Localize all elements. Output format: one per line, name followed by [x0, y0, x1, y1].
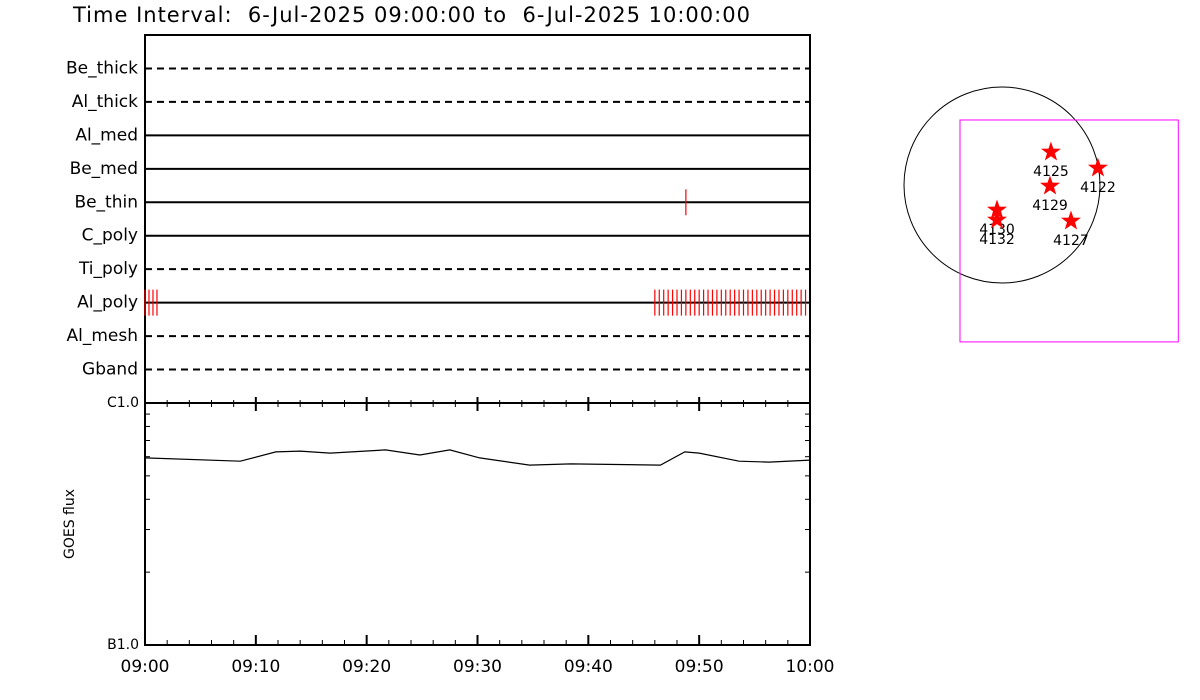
region-label: 4125 [1033, 164, 1069, 180]
filter-label: Be_thick [66, 58, 138, 78]
filter-label: Al_mesh [66, 326, 138, 346]
field-of-view [959, 119, 1179, 343]
x-tick-label: 09:10 [231, 657, 280, 677]
active-region [987, 209, 1007, 229]
region-label: 4130 [979, 222, 1015, 238]
active-region [1061, 210, 1081, 230]
filter-label: Al_poly [77, 293, 138, 313]
region-label: 4122 [1080, 180, 1116, 196]
x-tick-label: 09:50 [675, 657, 724, 677]
y-axis-label: GOES flux [62, 489, 78, 559]
filter-label: Al_med [75, 125, 138, 145]
solar-disk [903, 86, 1101, 284]
chart-title: Time Interval: 6-Jul-2025 09:00:00 to 6-… [72, 3, 751, 27]
y-tick-label: B1.0 [107, 637, 139, 653]
filter-label: Be_med [70, 159, 138, 179]
active-region [987, 199, 1007, 219]
filter-label: Gband [82, 360, 138, 380]
active-region [1041, 141, 1061, 161]
x-tick-label: 09:20 [342, 657, 391, 677]
filter-panel [144, 34, 811, 404]
region-label: 4132 [979, 232, 1015, 248]
region-label: 4129 [1032, 198, 1068, 214]
goes-flux-line [144, 449, 811, 466]
active-region [1087, 157, 1108, 177]
y-tick-label: C1.0 [107, 395, 139, 411]
region-label: 4127 [1053, 233, 1089, 249]
x-tick-label: 09:00 [121, 657, 170, 677]
filter-label: Be_thin [74, 192, 138, 212]
filter-label: Al_thick [72, 92, 138, 112]
goes-panel [144, 402, 811, 646]
x-tick-label: 10:00 [786, 657, 835, 677]
x-tick-label: 09:40 [564, 657, 613, 677]
filter-label: Ti_poly [78, 259, 138, 279]
x-tick-label: 09:30 [453, 657, 502, 677]
active-region [1040, 175, 1060, 195]
filter-label: C_poly [82, 226, 138, 246]
